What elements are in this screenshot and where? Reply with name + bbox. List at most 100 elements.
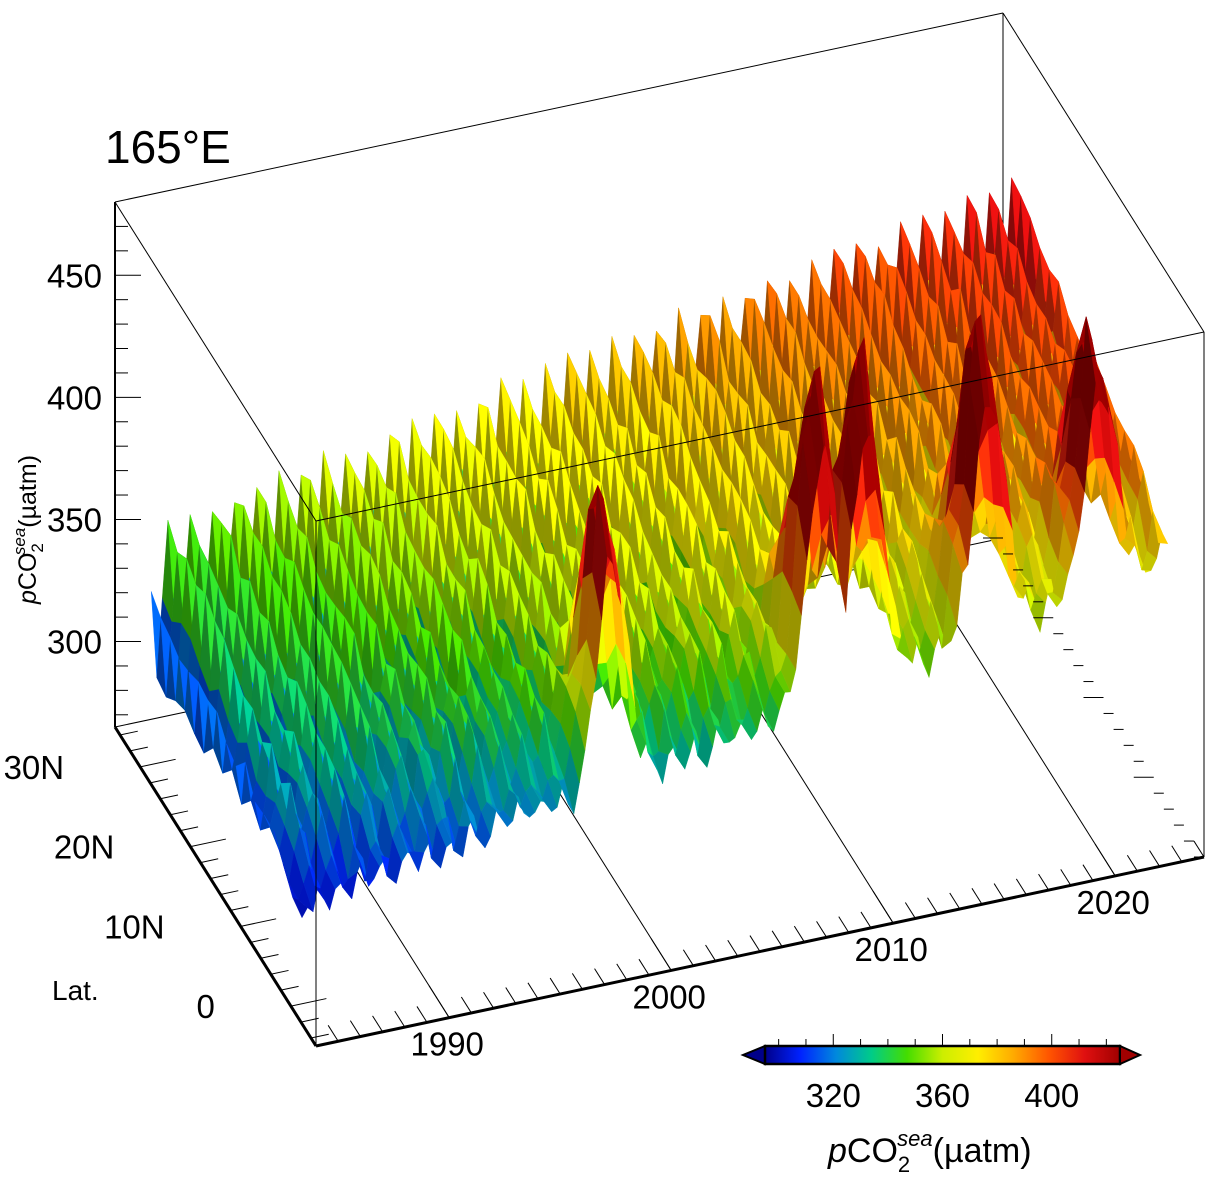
colorbar-tick-label: 400 (1024, 1077, 1079, 1114)
y-tick-labels: 0 10N 20N 30N (4, 749, 215, 1025)
x-tick-label: 2020 (1076, 884, 1149, 921)
x-minor-tick (327, 1025, 339, 1042)
x-minor-tick (727, 940, 739, 957)
colorbar-ramp (763, 1044, 1122, 1066)
y-minor-tick (220, 890, 239, 895)
x-tick-label: 1990 (410, 1026, 483, 1063)
x-major-tick (650, 938, 672, 971)
y-major-tick (190, 838, 226, 848)
colorbar-low-arrow (740, 1044, 766, 1066)
x-minor-tick (1171, 845, 1183, 862)
x-minor-tick (349, 1020, 361, 1037)
colorbar-high-arrow (1119, 1044, 1143, 1066)
y-tick-label: 10N (104, 908, 165, 945)
x-minor-tick (505, 987, 517, 1004)
x-minor-tick (616, 963, 628, 981)
y-minor-tick (250, 938, 269, 943)
x-major-tick (872, 890, 894, 924)
x-minor-tick (838, 916, 850, 933)
x-minor-tick (927, 897, 939, 914)
x-tick-label: 2010 (854, 931, 927, 968)
colorbar-title-unit: (µatm) (933, 1132, 1032, 1170)
panel-title: 165°E (105, 121, 231, 173)
x-minor-tick (638, 958, 650, 976)
x-tick-labels: 1990 2000 2010 2020 (410, 884, 1149, 1063)
y-minor-tick (210, 874, 229, 880)
x-minor-tick (372, 1015, 384, 1033)
x-minor-tick (594, 968, 606, 985)
svg-text:pCO2sea(µatm): pCO2sea(µatm) (10, 455, 47, 605)
box-edge (1002, 12, 1205, 333)
x-minor-tick (949, 892, 961, 910)
box-edge (315, 331, 1205, 522)
y-minor-tick (270, 969, 289, 975)
x-minor-tick (816, 921, 828, 938)
y-minor-tick (310, 1033, 329, 1039)
y-minor-tick (200, 858, 219, 864)
x-minor-tick (394, 1010, 406, 1028)
x-minor-tick (549, 977, 561, 995)
y-minor-tick (160, 794, 179, 800)
x-tick-label: 2000 (632, 978, 705, 1015)
y-tick-label: 0 (197, 988, 215, 1025)
x-major-tick (1094, 843, 1116, 877)
z-axis-title-sub: 2 (28, 543, 47, 552)
y-minor-tick (280, 985, 299, 991)
colorbar-ticks: 320 360 400 (778, 1034, 1107, 1114)
z-tick-label: 350 (47, 501, 102, 538)
colorbar-title: pCO2sea(µatm) (827, 1126, 1032, 1177)
x-minor-tick (1015, 878, 1027, 896)
box-edge (114, 201, 317, 522)
y-minor-tick (180, 826, 199, 832)
y-minor-tick (260, 954, 279, 959)
surface-patch (1152, 510, 1169, 544)
x-minor-tick (971, 888, 983, 905)
y-minor-tick (300, 1017, 319, 1023)
y-tick-label: 20N (54, 829, 115, 866)
x-minor-tick (1149, 850, 1161, 867)
z-axis-title-unit: (µatm) (14, 455, 42, 528)
colorbar-title-sub: 2 (898, 1152, 910, 1177)
y-axis-line (113, 726, 318, 1047)
x-major-tick (428, 985, 450, 1018)
x-minor-tick (993, 883, 1005, 900)
x-minor-tick (793, 925, 805, 943)
x-minor-tick (527, 982, 539, 1000)
x-minor-tick (904, 902, 916, 919)
z-axis-title: pCO2sea(µatm) (10, 455, 47, 605)
y-major-tick (140, 758, 176, 768)
z-tick-label: 300 (47, 624, 102, 661)
colorbar-title-italic: p (827, 1132, 847, 1170)
x-minor-tick (460, 996, 472, 1014)
colorbar-title-sup: sea (897, 1126, 932, 1151)
x-minor-tick (1038, 873, 1050, 891)
y-minor-tick (119, 730, 138, 736)
z-axis-title-italic: p (14, 590, 42, 605)
x-minor-tick (1193, 840, 1205, 858)
box-front-edges (114, 12, 1205, 1046)
x-minor-tick (860, 911, 872, 929)
z-axis-title-main: CO (14, 553, 42, 591)
colorbar-title-main: CO (847, 1132, 898, 1170)
x-minor-tick (1082, 864, 1094, 881)
x-minor-tick (1060, 869, 1072, 886)
x-minor-tick (771, 930, 783, 948)
box-edge (114, 12, 1004, 203)
pco2-surface (151, 177, 1169, 919)
y-major-tick (290, 998, 327, 1007)
z-tick-label: 450 (47, 257, 102, 294)
y-minor-tick (230, 906, 249, 911)
surface-patch (408, 851, 425, 873)
y-minor-tick (129, 746, 148, 752)
y-tick-label: 30N (4, 749, 65, 786)
colorbar: 320 360 400 (740, 1034, 1143, 1114)
y-major-tick (240, 918, 277, 927)
y-axis-title: Lat. (52, 975, 99, 1006)
y-minor-tick (170, 810, 189, 816)
x-minor-tick (1126, 854, 1138, 872)
colorbar-tick-label: 320 (806, 1077, 861, 1114)
z-tick-labels: 300 350 400 450 (47, 257, 102, 660)
x-minor-tick (483, 991, 495, 1009)
x-minor-tick (705, 944, 717, 962)
